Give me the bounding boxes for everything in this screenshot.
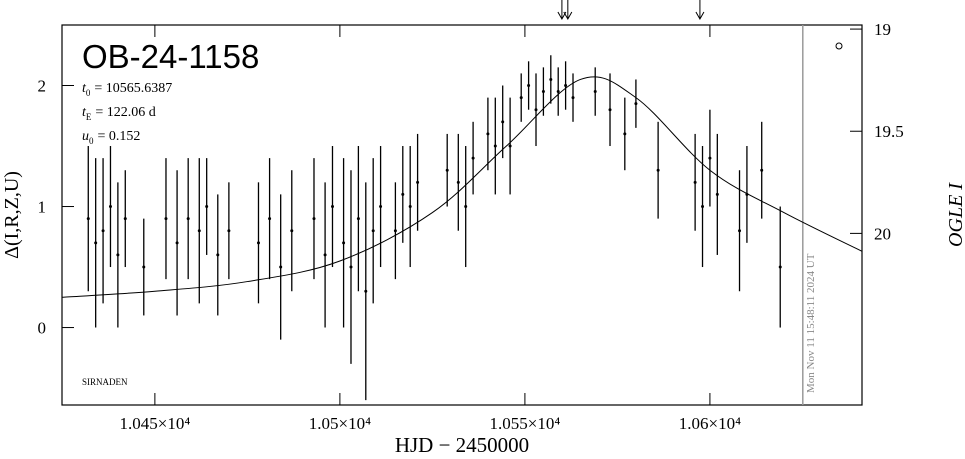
param-sub: 0 [86,88,91,98]
data-point [760,168,764,172]
x-tick-label: 1.055×10⁴ [490,414,561,433]
data-point [408,205,412,209]
data-point [464,205,468,209]
x-tick-label: 1.045×10⁴ [119,414,190,433]
data-point [108,205,112,209]
plot-frame [61,24,863,406]
data-point [549,77,553,81]
marker-circle [835,42,843,50]
data-point [379,205,383,209]
param-label: u0 = 0.152 [82,129,140,146]
data-point [175,241,179,245]
data-point [634,102,638,106]
data-point [715,192,719,196]
data-point [501,120,505,124]
y-tick-label: 0 [38,319,47,338]
param-sub: E [86,112,92,122]
x-axis-label: HJD − 2450000 [395,433,529,457]
data-point [701,205,705,209]
y2-tick-label: 20 [874,224,891,243]
data-point [656,168,660,172]
y-tick-label: 2 [38,77,47,96]
data-point [312,217,316,221]
param-text: = 0.152 [98,129,141,144]
data-point [693,180,697,184]
x-tick-label: 1.05×10⁴ [309,414,371,433]
param-symbol: t [82,81,87,96]
data-point [593,90,597,94]
data-point [556,90,560,94]
data-point [330,205,334,209]
param-label: tE = 122.06 d [82,105,156,122]
data-point [227,229,231,233]
arrow [563,0,573,21]
param-sub: 0 [89,136,94,146]
data-point [101,229,105,233]
y2-tick-label: 19.5 [874,122,904,141]
data-point [401,192,405,196]
arrow [557,0,567,21]
data-point [290,229,294,233]
param-text: = 10565.6387 [94,81,172,96]
data-point [349,265,353,269]
corner-label: SIRNADEN [82,377,128,387]
y-tick-label: 1 [38,198,47,217]
data-point [456,180,460,184]
param-label: t0 = 10565.6387 [82,81,172,98]
data-point [445,168,449,172]
data-point [356,217,360,221]
data-point [519,96,523,100]
data-point [416,180,420,184]
chart-title: OB-24-1158 [82,38,259,75]
model-curve [61,76,863,298]
timestamp: Mon Nov 11 15:48:11 2024 UT [805,253,817,393]
data-point [205,205,209,209]
data-point [197,229,201,233]
data-point [268,217,272,221]
data-point [94,241,98,245]
arrow [695,0,705,21]
data-point [142,265,146,269]
data-point [123,217,127,221]
data-point [323,253,327,257]
data-point [342,241,346,245]
data-point [86,217,90,221]
data-point [486,132,490,136]
y-axis-label: Δ(I,R,Z,U) [1,171,23,259]
data-point [527,84,531,88]
data-point [564,84,568,88]
data-point [164,217,168,221]
y2-axis-label: OGLE I [945,182,965,247]
data-point [508,144,512,148]
data-point [623,132,627,136]
data-point [186,217,190,221]
data-point [738,229,742,233]
y2-tick-label: 19 [874,20,891,39]
data-point [708,156,712,160]
param-symbol: u [82,129,89,144]
data-point [393,229,397,233]
data-point [371,229,375,233]
data-point [571,96,575,100]
data-point [364,289,368,293]
data-point [471,156,475,160]
data-point [534,108,538,112]
data-point [256,241,260,245]
data-point [541,90,545,94]
param-symbol: t [82,105,87,120]
data-point [216,253,220,257]
param-text: = 122.06 d [95,105,155,120]
data-point [778,265,782,269]
data-point [608,108,612,112]
x-tick-label: 1.06×10⁴ [679,414,741,433]
data-point [493,144,497,148]
data-point [116,253,120,257]
data-point [279,265,283,269]
